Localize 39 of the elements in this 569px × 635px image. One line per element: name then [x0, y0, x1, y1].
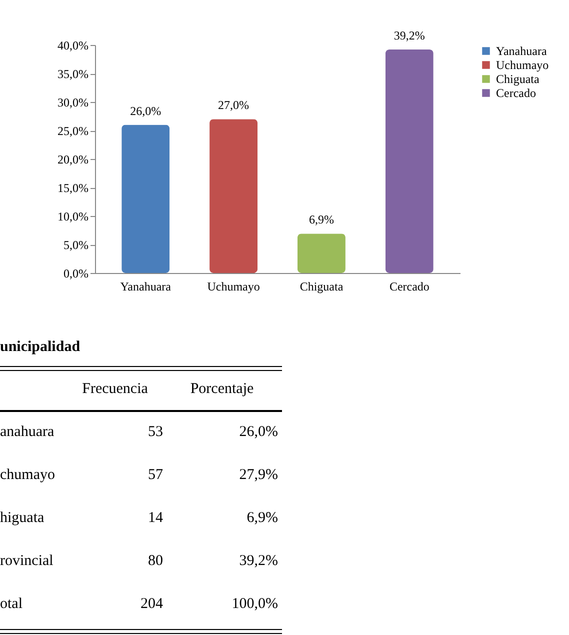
text: Frecuencia: [82, 381, 148, 398]
x-tick-label: Uchumayo: [207, 280, 260, 294]
text: 57: [148, 467, 163, 484]
text: 27,9%: [239, 467, 278, 484]
text: 80: [148, 553, 163, 570]
x-tick-label: Yanahuara: [120, 280, 172, 294]
y-tick-label: 35,0%: [58, 67, 88, 81]
y-tick-label: 15,0%: [58, 181, 88, 195]
y-tick-label: 25,0%: [58, 124, 88, 138]
x-tick-label: Cercado: [389, 280, 430, 294]
text: 39,2%: [239, 553, 278, 570]
y-tick-label: 0,0%: [64, 266, 88, 280]
y-tick-label: 10,0%: [58, 210, 88, 224]
data-label: 27,0%: [218, 98, 250, 112]
legend-label: Chiguata: [496, 72, 540, 86]
data-label: 6,9%: [308, 212, 334, 227]
text: otal: [0, 596, 22, 613]
text: Porcentaje: [190, 381, 254, 398]
text: 204: [140, 596, 163, 613]
text: unicipalidad: [0, 339, 80, 356]
y-tick-label: 5,0%: [64, 238, 88, 252]
text: rovincial: [0, 553, 54, 570]
text: 26,0%: [239, 424, 278, 441]
data-label: 39,2%: [394, 28, 425, 43]
text: 14: [148, 510, 163, 527]
text: chumayo: [0, 467, 55, 484]
y-tick-label: 40,0%: [58, 38, 88, 52]
data-label: 26,0%: [130, 104, 162, 118]
text: higuata: [0, 510, 44, 527]
text: anahuara: [0, 424, 54, 441]
legend-label: Yanahuara: [496, 44, 548, 58]
x-tick-label: Chiguata: [300, 280, 344, 294]
text: 53: [148, 424, 163, 441]
text: 6,9%: [246, 510, 278, 527]
y-tick-label: 30,0%: [58, 96, 88, 110]
y-tick-label: 20,0%: [58, 152, 88, 166]
legend-label: Cercado: [496, 86, 536, 100]
legend-label: Uchumayo: [496, 58, 549, 72]
text: 100,0%: [232, 596, 278, 613]
